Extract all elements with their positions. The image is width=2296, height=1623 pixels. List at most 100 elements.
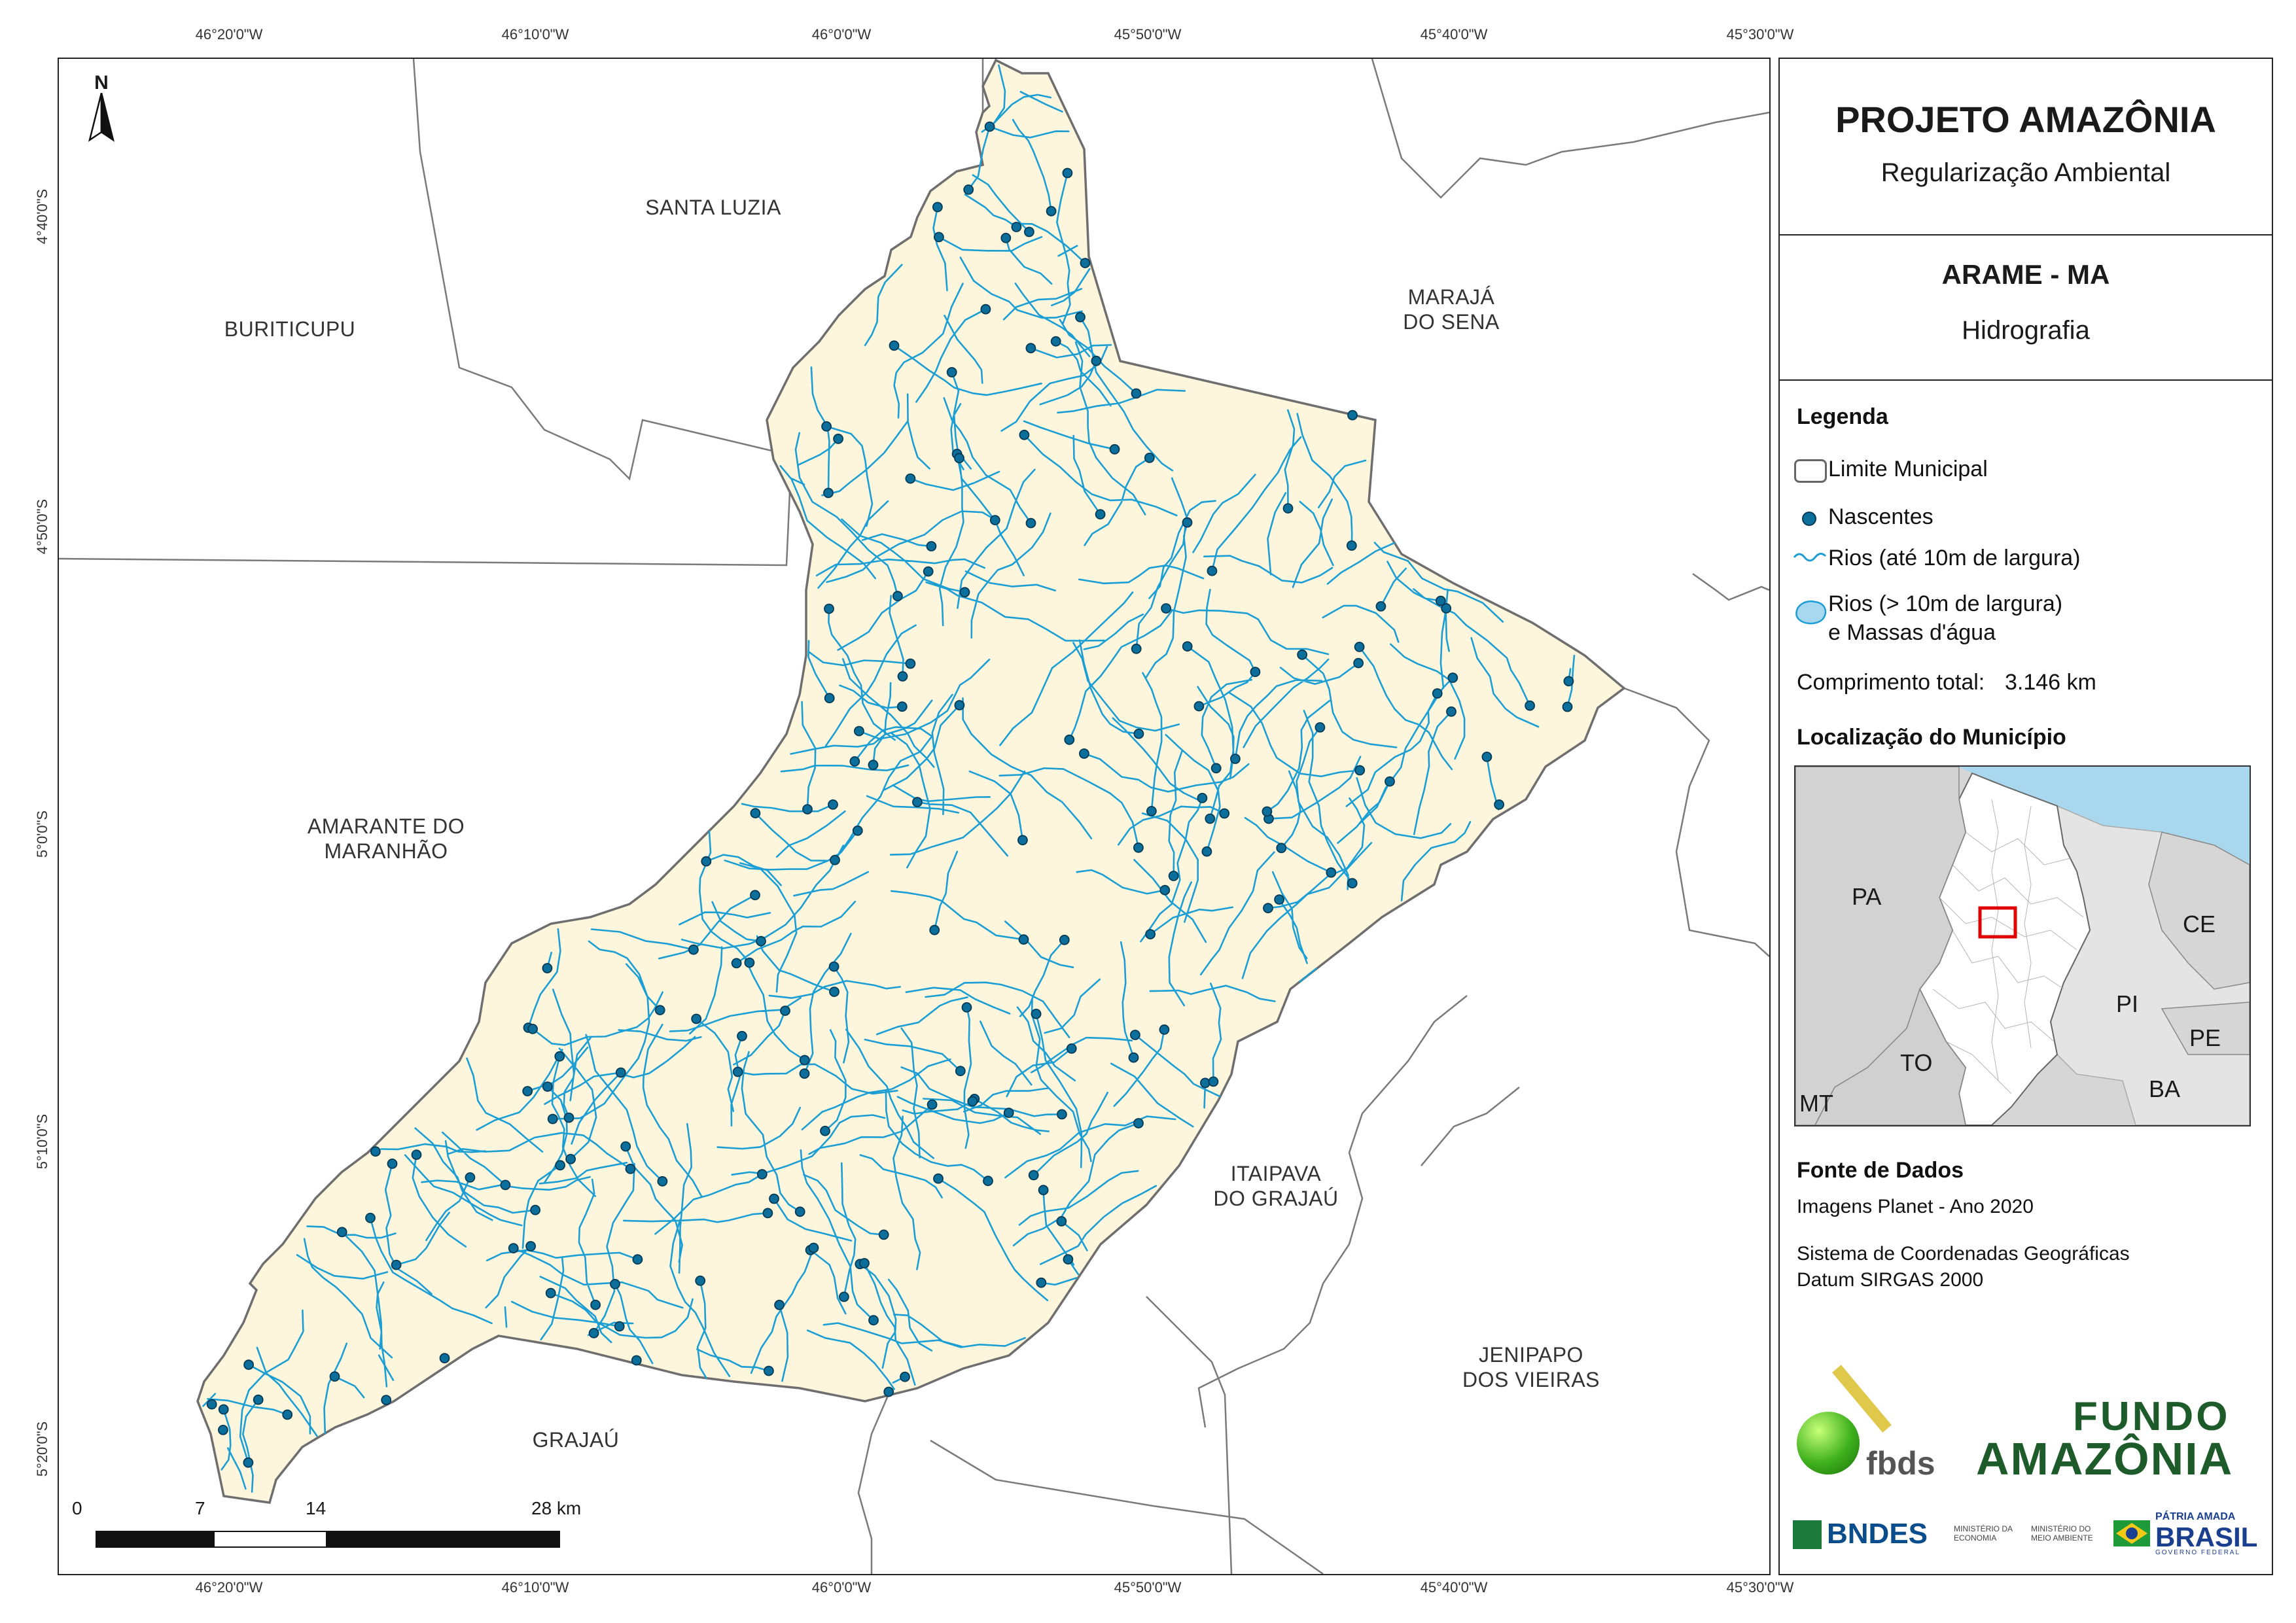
spring-point xyxy=(1011,222,1022,232)
page-title: PROJETO AMAZÔNIA xyxy=(1835,99,2216,140)
label-itaipava: ITAIPAVA DO GRAJAÚ xyxy=(1213,1162,1339,1210)
fbds-logo: fbds xyxy=(1793,1365,1950,1482)
legend-heading: Legenda xyxy=(1797,404,1888,429)
boundary-icon xyxy=(1794,459,1827,483)
spring-point xyxy=(799,1068,810,1079)
spring-point xyxy=(824,693,835,704)
spring-point xyxy=(654,1005,665,1015)
lat-label: 4°40'0"S xyxy=(34,188,50,245)
spring-point xyxy=(961,1002,972,1013)
scale-seg-2 xyxy=(213,1531,328,1548)
spring-point xyxy=(1250,667,1261,677)
locator-label-pi: PI xyxy=(2116,990,2139,1017)
spring-point xyxy=(545,1287,556,1299)
spring-point xyxy=(889,340,900,351)
spring-point xyxy=(547,1113,558,1125)
spring-point xyxy=(1441,603,1452,614)
spring-point xyxy=(527,1024,538,1034)
spring-point xyxy=(756,935,766,947)
spring-point xyxy=(1263,903,1273,914)
spring-point xyxy=(1075,311,1086,323)
water-body-icon xyxy=(1795,600,1827,625)
spring-point xyxy=(695,1275,706,1286)
map-canvas[interactable] xyxy=(59,59,1769,1574)
spring-point xyxy=(1563,676,1574,687)
north-arrow-icon xyxy=(88,93,115,142)
spring-point xyxy=(959,587,970,598)
scale-tick-28: 28 km xyxy=(531,1498,582,1518)
spring-point xyxy=(1062,167,1073,179)
spring-point xyxy=(1161,603,1171,614)
spring-point xyxy=(1193,701,1205,712)
label-maraja: MARAJÁ DO SENA xyxy=(1403,285,1500,334)
spring-point xyxy=(802,804,813,814)
locator-heading: Localização do Município xyxy=(1797,725,2066,750)
spring-point xyxy=(926,541,937,551)
spring-point xyxy=(282,1409,293,1420)
spring-point xyxy=(799,1055,810,1066)
theme-title: Hidrografia xyxy=(1962,316,2090,345)
legend-water-label-2: e Massas d'água xyxy=(1828,620,1996,645)
spring-point xyxy=(1144,453,1155,463)
springs-layer xyxy=(206,121,1574,1468)
spring-point xyxy=(508,1243,519,1253)
fbds-globe-icon xyxy=(1797,1412,1860,1475)
spring-point xyxy=(1347,878,1358,889)
spring-point xyxy=(500,1179,511,1191)
label-grajau: GRAJAÚ xyxy=(532,1428,620,1452)
total-length-value: 3.146 km xyxy=(2005,670,2096,695)
brasil-flag-icon xyxy=(2113,1520,2150,1546)
locator-label-mt: MT xyxy=(1799,1090,1833,1117)
lon-label-top: 46°10'0"W xyxy=(501,26,569,43)
spring-point xyxy=(610,1279,620,1289)
panel-divider xyxy=(1780,234,2272,236)
spring-point xyxy=(1109,444,1120,455)
spring-point xyxy=(1091,355,1102,366)
scale-bar: 0 7 14 28 km xyxy=(72,1498,595,1557)
spring-point xyxy=(370,1146,381,1157)
scale-tick-0: 0 xyxy=(72,1498,82,1518)
spring-point xyxy=(1031,1009,1042,1019)
scale-seg-1 xyxy=(96,1531,216,1548)
spring-point xyxy=(821,421,832,432)
spring-point xyxy=(923,566,934,577)
spring-point xyxy=(1000,232,1012,243)
spring-point xyxy=(808,1242,819,1253)
spring-point xyxy=(1385,776,1395,787)
ministerio-meio-ambiente-logo: MINISTÉRIO DO MEIO AMBIENTE xyxy=(2031,1524,2093,1543)
locator-label-pe: PE xyxy=(2189,1024,2221,1051)
spring-point xyxy=(1182,517,1193,528)
spring-point xyxy=(750,890,760,901)
spring-point xyxy=(336,1227,347,1238)
sources-line-1: Imagens Planet - Ano 2020 xyxy=(1797,1196,2034,1217)
spring-point xyxy=(1059,934,1070,945)
spring-point xyxy=(769,1193,779,1204)
spring-point xyxy=(829,986,839,997)
municipality-boundary xyxy=(196,59,1626,1504)
label-santa-luzia: SANTA LUZIA xyxy=(645,196,781,219)
spring-point xyxy=(1435,595,1446,606)
spring-point xyxy=(1066,1043,1077,1054)
spring-point xyxy=(542,963,553,973)
spring-point xyxy=(732,1066,743,1077)
spring-point xyxy=(1197,793,1208,803)
spring-point xyxy=(1208,1076,1219,1087)
spring-point xyxy=(1159,884,1171,896)
spring-point xyxy=(897,671,908,682)
spring-point xyxy=(1080,258,1091,269)
lat-label: 4°50'0"S xyxy=(34,498,50,555)
spring-point xyxy=(1354,765,1366,776)
spring-point xyxy=(954,453,964,464)
map-frame[interactable]: N 0 7 14 28 km xyxy=(58,58,1771,1575)
spring-point xyxy=(774,1299,785,1310)
spring-point xyxy=(1481,752,1492,762)
spring-point xyxy=(833,433,843,444)
spring-point xyxy=(1057,1109,1067,1120)
sources-line-3: Datum SIRGAS 2000 xyxy=(1797,1269,1984,1291)
spring-point xyxy=(625,1163,636,1174)
spring-point xyxy=(989,515,1000,525)
spring-point xyxy=(852,825,863,836)
north-arrow: N xyxy=(82,72,121,144)
lon-label-bottom: 45°40'0"W xyxy=(1420,1579,1488,1596)
spring-point xyxy=(1205,813,1216,824)
